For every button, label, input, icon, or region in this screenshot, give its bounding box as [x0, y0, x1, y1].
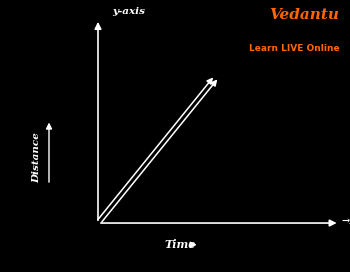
- Text: Vedantu: Vedantu: [270, 8, 340, 22]
- Text: y-axis: y-axis: [112, 7, 145, 16]
- Text: Learn LIVE Online: Learn LIVE Online: [249, 44, 340, 52]
- Text: Distance: Distance: [32, 132, 41, 183]
- Text: Time: Time: [164, 239, 196, 250]
- Text: →x-axis: →x-axis: [341, 217, 350, 226]
